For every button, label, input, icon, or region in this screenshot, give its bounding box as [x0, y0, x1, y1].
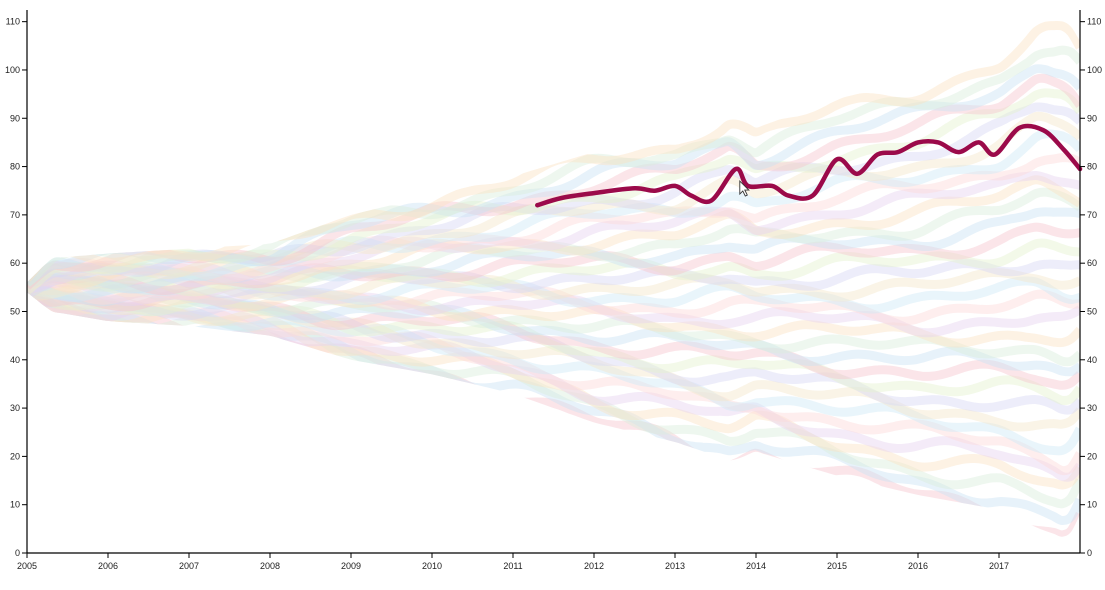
cursor-arrow-icon [739, 179, 750, 197]
stream-layer[interactable] [27, 276, 1080, 314]
y-tick-label-right: 100 [1087, 65, 1102, 75]
x-tick-label: 2011 [503, 561, 522, 571]
x-tick-label: 2008 [260, 561, 280, 571]
y-tick-label-left: 70 [10, 210, 20, 220]
stream-layers[interactable] [27, 20, 1080, 537]
stream-layer[interactable] [27, 281, 1080, 406]
y-tick-label-right: 50 [1087, 306, 1097, 316]
stream-layer[interactable] [27, 187, 1080, 292]
stream-layer[interactable] [27, 207, 1080, 294]
stream-layer[interactable] [27, 153, 1080, 294]
y-tick-label-left: 20 [10, 451, 20, 461]
x-tick-label: 2009 [341, 561, 361, 571]
y-tick-label-right: 20 [1087, 451, 1097, 461]
y-tick-label-left: 0 [15, 548, 20, 558]
stream-layer[interactable] [27, 111, 1080, 280]
x-tick-label: 2016 [908, 561, 928, 571]
x-tick-label: 2013 [665, 561, 685, 571]
y-tick-label-left: 30 [10, 403, 20, 413]
stream-layer[interactable] [27, 288, 1080, 390]
y-tick-label-right: 10 [1087, 500, 1097, 510]
stream-layer[interactable] [27, 45, 1080, 287]
stream-layer[interactable] [27, 238, 1080, 297]
x-tick-label: 2010 [422, 561, 442, 571]
stream-layer[interactable] [27, 175, 1080, 291]
y-tick-label-left: 90 [10, 113, 20, 123]
stream-layer[interactable] [27, 284, 1080, 432]
stream-layer[interactable] [27, 222, 1080, 296]
stream-layer[interactable] [27, 285, 1080, 377]
y-tick-label-right: 90 [1087, 113, 1097, 123]
y-tick-label-left: 40 [10, 355, 20, 365]
stream-layer[interactable] [27, 129, 1080, 283]
y-tick-label-right: 60 [1087, 258, 1097, 268]
y-tick-label-left: 100 [5, 65, 20, 75]
x-tick-label: 2017 [989, 561, 1009, 571]
y-tick-label-left: 80 [10, 162, 20, 172]
stream-layer[interactable] [27, 284, 1080, 509]
highlighted-stream-line[interactable] [535, 123, 1083, 208]
stream-layer[interactable] [27, 170, 1080, 295]
y-tick-label-right: 80 [1087, 162, 1097, 172]
y-tick-label-right: 110 [1087, 17, 1101, 27]
x-tick-label: 2007 [179, 561, 199, 571]
stream-layer[interactable] [27, 283, 1080, 367]
stream-layer[interactable] [27, 280, 1080, 348]
y-tick-label-left: 60 [10, 258, 20, 268]
y-tick-label-right: 0 [1087, 548, 1092, 558]
stream-layer[interactable] [27, 64, 1080, 287]
stream-layer[interactable] [27, 276, 1080, 415]
y-tick-label-right: 70 [1087, 210, 1097, 220]
stream-layer[interactable] [27, 289, 1080, 482]
stream-layer[interactable] [27, 290, 1080, 490]
y-tick-label-left: 10 [10, 500, 20, 510]
stream-layer[interactable] [27, 102, 1080, 289]
axes: 2005 2006 2007 2008 2009 2010 2011 2012 2013 2014… [5, 10, 1102, 571]
stream-layer[interactable] [27, 289, 1080, 476]
stream-layer[interactable] [27, 291, 1080, 456]
x-tick-label: 2005 [17, 561, 37, 571]
y-tick-label-left: 110 [6, 17, 20, 27]
y-tick-label-right: 30 [1087, 403, 1097, 413]
stream-layer[interactable] [27, 73, 1080, 290]
highlighted-stream[interactable] [535, 123, 1083, 208]
x-tick-label: 2006 [98, 561, 118, 571]
stream-layer[interactable] [27, 277, 1080, 326]
stream-layer[interactable] [27, 259, 1080, 299]
stream-layer[interactable] [27, 267, 1080, 302]
mouse-cursor-icon [739, 179, 750, 197]
y-tick-label-left: 50 [10, 306, 20, 316]
x-tick-label: 2015 [827, 561, 847, 571]
stream-layer[interactable] [27, 278, 1080, 338]
x-tick-label: 2012 [584, 561, 604, 571]
x-tick-label: 2014 [746, 561, 766, 571]
y-tick-label-right: 40 [1087, 355, 1097, 365]
